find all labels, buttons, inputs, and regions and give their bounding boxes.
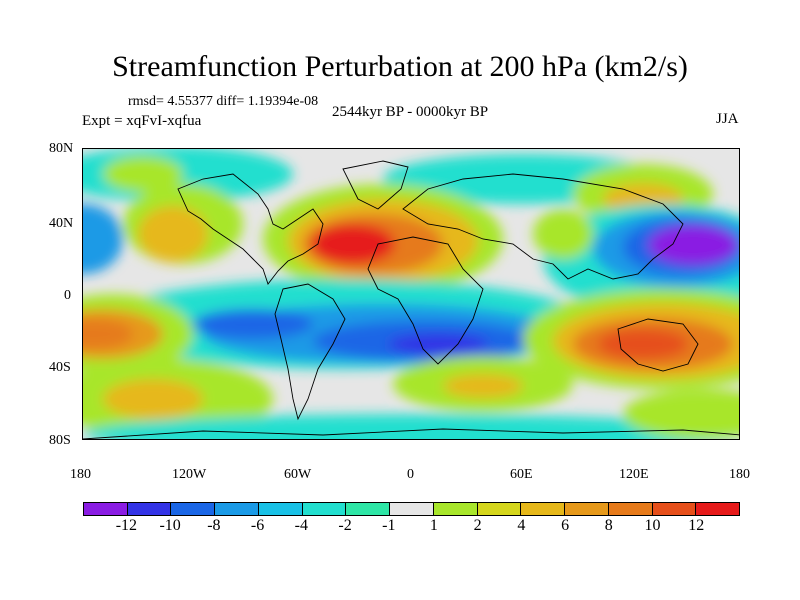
contour-n-green-1 xyxy=(103,156,183,192)
colorbar-swatch-9 xyxy=(476,502,522,516)
colorbar-swatch-2 xyxy=(170,502,216,516)
colorbar-label-1: -10 xyxy=(159,517,181,534)
colorbar-label-0: -12 xyxy=(115,517,138,534)
colorbar-swatch-5 xyxy=(301,502,347,516)
plot-title: Streamfunction Perturbation at 200 hPa (… xyxy=(112,50,688,83)
contour-jp-purple xyxy=(648,225,738,265)
colorbar-label-10: 6 xyxy=(561,517,570,534)
colorbar-swatch-12 xyxy=(607,502,653,516)
contour-eq-blue3 xyxy=(388,334,488,354)
colorbar-swatch-6 xyxy=(345,502,391,516)
colorbar-swatch-11 xyxy=(564,502,609,516)
colorbar xyxy=(83,502,741,516)
colorbar-swatch-3 xyxy=(214,502,259,516)
colorbar-swatch-10 xyxy=(520,502,566,516)
colorbar-swatch-4 xyxy=(257,502,303,516)
colorbar-label-12: 10 xyxy=(644,517,661,534)
colorbar-swatch-13 xyxy=(651,502,697,516)
colorbar-label-5: -2 xyxy=(338,517,352,534)
contour-s-yellow2 xyxy=(443,374,523,398)
colorbar-swatch-8 xyxy=(432,502,478,516)
contour-alaska-yellow xyxy=(138,206,208,262)
x-tick-0: 0 xyxy=(407,467,414,482)
coast-eurasia xyxy=(402,173,684,280)
x-tick-120e: 120E xyxy=(619,467,649,482)
y-tick-0: 0 xyxy=(64,288,71,303)
colorbar-label-7: 1 xyxy=(429,517,438,534)
contour-atl-red xyxy=(311,224,395,264)
colorbar-swatch-14 xyxy=(695,502,741,516)
period-label: 2544kyr BP - 0000kyr BP xyxy=(331,104,489,120)
y-tick-80n: 80N xyxy=(49,141,74,156)
y-tick-80s: 80S xyxy=(49,433,71,448)
coast-south-america xyxy=(274,283,346,421)
x-tick-60e: 60E xyxy=(510,467,533,482)
x-tick-60w: 60W xyxy=(284,467,312,482)
contour-s-green3 xyxy=(623,389,739,439)
contour-eq-blue-w xyxy=(193,309,313,339)
colorbar-label-9: 4 xyxy=(517,517,526,534)
coast-africa xyxy=(367,236,484,365)
coastlines xyxy=(83,160,739,439)
contour-aus-red xyxy=(598,329,688,359)
season-label: JJA xyxy=(716,111,739,127)
x-tick-120w: 120W xyxy=(172,467,207,482)
colorbar-label-4: -4 xyxy=(294,517,308,534)
coast-north-america xyxy=(177,173,324,285)
contour-map xyxy=(83,149,739,439)
colorbar-label-11: 8 xyxy=(604,517,613,534)
colorbar-label-6: -1 xyxy=(382,517,396,534)
colorbar-swatch-0 xyxy=(83,502,128,516)
coast-australia xyxy=(617,318,699,372)
experiment-label: Expt = xqFvI-xqfua xyxy=(82,113,202,129)
contour-s-yellow xyxy=(103,379,203,419)
coast-antarctica xyxy=(83,428,739,439)
y-tick-40n: 40N xyxy=(49,216,74,231)
contour-wp-cyan xyxy=(83,204,123,274)
colorbar-label-3: -6 xyxy=(250,517,265,534)
colorbar-label-2: -8 xyxy=(207,517,221,534)
rmsd-stats: rmsd= 4.55377 diff= 1.19394e-08 xyxy=(128,94,319,109)
colorbar-swatch-1 xyxy=(126,502,172,516)
colorbar-label-13: 12 xyxy=(688,517,705,534)
contour-india-green xyxy=(533,209,593,259)
x-tick-180w: 180 xyxy=(70,467,91,482)
coast-greenland xyxy=(342,160,409,210)
contour-sp-orange2 xyxy=(83,319,133,349)
y-tick-40s: 40S xyxy=(49,360,71,375)
map-panel xyxy=(82,148,740,440)
x-tick-180e: 180 xyxy=(729,467,750,482)
colorbar-label-8: 2 xyxy=(473,517,482,534)
colorbar-swatch-7 xyxy=(389,502,434,516)
